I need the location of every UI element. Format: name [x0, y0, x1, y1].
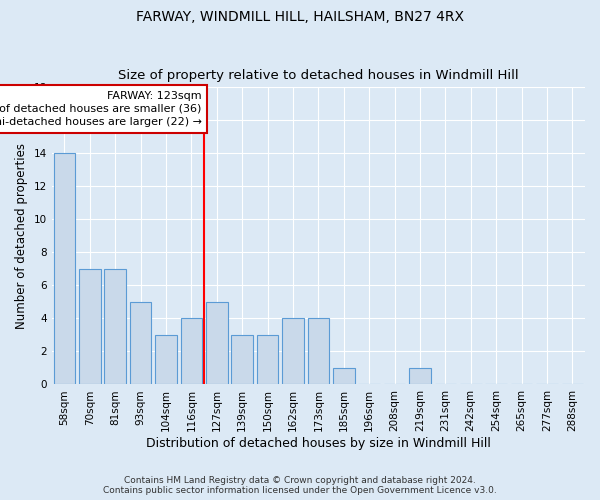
Bar: [155, 335, 177, 384]
Y-axis label: Number of detached properties: Number of detached properties: [15, 143, 28, 329]
Bar: [232, 335, 253, 384]
Bar: [333, 368, 355, 384]
Text: FARWAY: 123sqm
← 62% of detached houses are smaller (36)
38% of semi-detached ho: FARWAY: 123sqm ← 62% of detached houses …: [0, 90, 202, 127]
Bar: [409, 368, 431, 384]
Bar: [181, 318, 202, 384]
Bar: [257, 335, 278, 384]
Bar: [206, 302, 227, 384]
Text: FARWAY, WINDMILL HILL, HAILSHAM, BN27 4RX: FARWAY, WINDMILL HILL, HAILSHAM, BN27 4R…: [136, 10, 464, 24]
X-axis label: Distribution of detached houses by size in Windmill Hill: Distribution of detached houses by size …: [146, 437, 491, 450]
Bar: [308, 318, 329, 384]
Bar: [104, 269, 126, 384]
Title: Size of property relative to detached houses in Windmill Hill: Size of property relative to detached ho…: [118, 69, 518, 82]
Bar: [130, 302, 151, 384]
Bar: [53, 154, 75, 384]
Bar: [79, 269, 101, 384]
Bar: [282, 318, 304, 384]
Text: Contains HM Land Registry data © Crown copyright and database right 2024.
Contai: Contains HM Land Registry data © Crown c…: [103, 476, 497, 495]
